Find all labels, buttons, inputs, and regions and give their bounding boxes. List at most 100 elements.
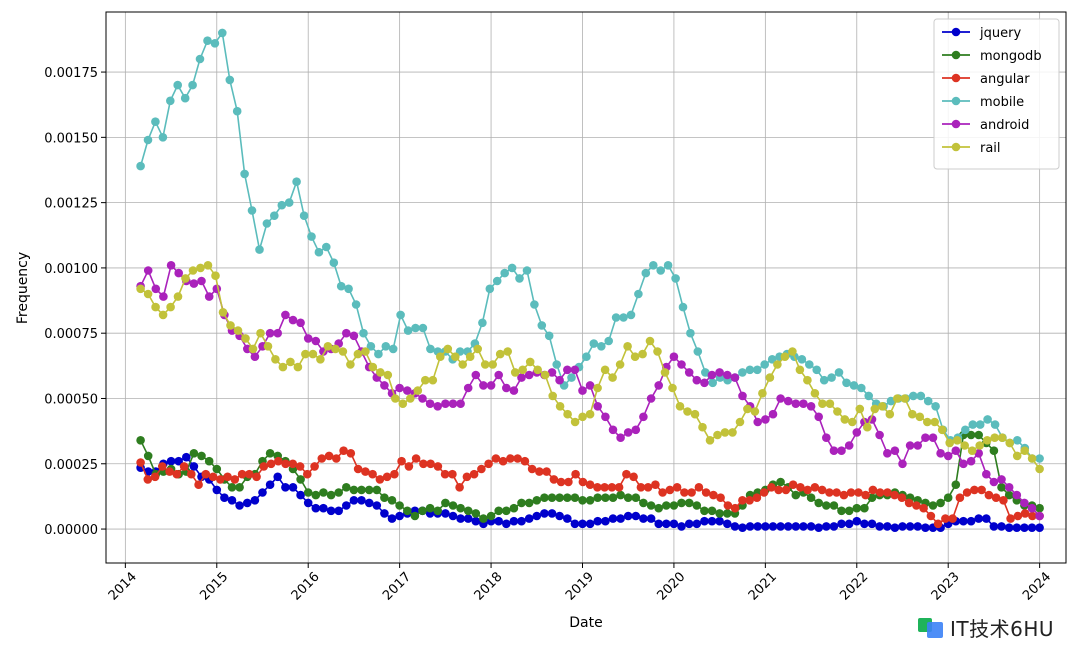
- data-point-android: [494, 370, 504, 380]
- data-point-angular: [448, 469, 457, 479]
- data-point-mongodb: [197, 451, 206, 461]
- data-point-angular: [361, 467, 370, 476]
- data-point-rail: [795, 365, 805, 375]
- data-point-jquery: [342, 501, 351, 510]
- data-point-jquery: [959, 516, 968, 526]
- data-point-android: [342, 328, 351, 338]
- data-point-angular: [1020, 509, 1030, 518]
- data-point-rail: [585, 409, 595, 419]
- data-point-angular: [759, 488, 769, 497]
- data-point-mobile: [232, 106, 242, 116]
- data-point-mongodb: [433, 506, 443, 516]
- data-point-mongodb: [441, 498, 450, 508]
- data-point-mongodb: [265, 449, 275, 458]
- data-point-jquery: [441, 509, 450, 518]
- data-point-mobile: [916, 391, 926, 401]
- data-point-rail: [758, 389, 767, 398]
- data-point-rail: [458, 360, 468, 369]
- data-point-rail: [570, 417, 580, 427]
- data-point-jquery: [692, 519, 702, 529]
- data-point-angular: [803, 485, 812, 495]
- data-point-rail: [765, 373, 775, 382]
- data-point-jquery: [319, 503, 328, 513]
- data-point-angular: [788, 480, 798, 490]
- data-point-mongodb: [928, 501, 938, 510]
- data-point-jquery: [982, 514, 991, 523]
- data-point-mongodb: [303, 488, 313, 497]
- data-point-mongodb: [997, 483, 1006, 492]
- data-point-rail: [825, 399, 835, 409]
- data-point-rail: [870, 404, 880, 414]
- data-point-rail: [271, 355, 280, 364]
- data-point-android: [159, 292, 168, 301]
- data-point-angular: [172, 469, 182, 479]
- data-point-rail: [713, 430, 722, 440]
- data-point-rail: [211, 271, 220, 281]
- data-point-mobile: [544, 331, 554, 341]
- data-point-jquery: [380, 509, 389, 518]
- data-point-mobile: [366, 342, 376, 351]
- data-point-rail: [600, 365, 610, 375]
- data-point-mongodb: [791, 490, 801, 500]
- data-point-android: [837, 446, 846, 456]
- data-point-mobile: [819, 375, 829, 385]
- data-point-jquery: [540, 509, 549, 518]
- data-point-angular: [230, 475, 240, 484]
- data-point-angular: [404, 462, 414, 471]
- data-point-jquery: [738, 523, 747, 532]
- data-point-angular: [252, 472, 261, 482]
- data-point-jquery: [243, 498, 252, 508]
- data-point-jquery: [1004, 523, 1014, 532]
- legend-entry-rail: rail: [942, 141, 1001, 156]
- data-point-angular: [368, 469, 377, 479]
- data-point-angular: [962, 488, 972, 497]
- data-point-mobile: [158, 133, 168, 142]
- data-point-angular: [375, 475, 385, 484]
- data-point-mongodb: [1004, 490, 1014, 500]
- data-point-angular: [397, 456, 406, 466]
- data-point-android: [776, 394, 785, 403]
- data-point-rail: [368, 362, 378, 372]
- data-point-rail: [915, 412, 925, 422]
- data-point-rail: [705, 436, 715, 445]
- data-point-rail: [166, 302, 175, 312]
- data-point-jquery: [456, 514, 465, 523]
- legend-box: [933, 18, 1060, 170]
- data-point-mobile: [849, 381, 859, 390]
- data-point-android: [517, 373, 526, 382]
- data-point-angular: [825, 488, 834, 497]
- data-point-angular: [600, 483, 609, 492]
- data-point-mongodb: [403, 506, 412, 516]
- data-point-jquery: [829, 522, 839, 531]
- data-point-mongodb: [494, 506, 504, 516]
- data-point-rail: [503, 347, 512, 356]
- data-point-mongodb: [296, 475, 305, 484]
- data-point-jquery: [281, 483, 290, 492]
- data-point-angular: [303, 469, 312, 479]
- y-tick-label: 0.00100: [44, 262, 98, 277]
- data-point-rail: [443, 344, 453, 354]
- data-point-angular: [339, 446, 348, 456]
- data-point-mongodb: [692, 501, 702, 510]
- data-point-android: [974, 449, 983, 458]
- data-point-mobile: [195, 54, 205, 64]
- data-point-jquery: [966, 516, 976, 526]
- data-point-jquery: [570, 519, 580, 529]
- data-point-angular: [346, 449, 356, 458]
- data-point-rail: [848, 417, 857, 427]
- data-point-rail: [975, 441, 984, 450]
- data-point-mongodb: [357, 485, 366, 495]
- data-point-angular: [730, 503, 740, 513]
- data-point-rail: [398, 399, 408, 409]
- data-point-jquery: [387, 514, 397, 523]
- y-tick-label: 0.00125: [44, 197, 98, 212]
- data-point-rail: [1012, 451, 1022, 461]
- data-point-angular: [201, 469, 211, 479]
- legend-marker-angular: [951, 73, 961, 83]
- data-point-rail: [248, 344, 258, 354]
- data-point-rail: [301, 349, 310, 359]
- legend-label-angular: angular: [980, 72, 1030, 87]
- data-point-rail: [413, 386, 423, 395]
- data-point-android: [1020, 498, 1029, 508]
- y-tick-label: 0.00050: [44, 392, 98, 407]
